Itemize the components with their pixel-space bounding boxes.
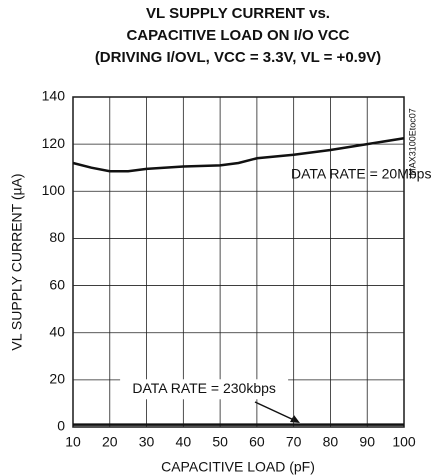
x-tick-label: 70	[286, 434, 302, 450]
y-tick-label: 40	[49, 323, 65, 339]
y-tick-label: 140	[42, 88, 66, 104]
x-tick-label: 80	[323, 434, 339, 450]
x-axis-label: CAPACITIVE LOAD (pF)	[161, 459, 315, 475]
x-tick-label: 30	[139, 434, 155, 450]
data-line	[72, 137, 405, 173]
y-tick-label: 100	[42, 182, 66, 198]
x-tick-label: 40	[176, 434, 192, 450]
chart-title: CAPACITIVE LOAD ON I/O VCC	[126, 27, 349, 44]
x-tick-label: 10	[65, 434, 81, 450]
y-tick-label: 60	[49, 276, 65, 292]
label-bg	[120, 379, 289, 400]
y-tick-label: 20	[49, 371, 65, 387]
arrow-head	[290, 415, 300, 423]
y-tick-label: 80	[49, 229, 65, 245]
y-axis-label: VL SUPPLY CURRENT (µA)	[9, 173, 25, 350]
series-label: DATA RATE = 20Mbps	[291, 165, 431, 181]
x-tick-label: 20	[102, 434, 118, 450]
chart-title: (DRIVING I/OVL, VCC = 3.3V, VL = +0.9V)	[95, 49, 381, 66]
arrow	[254, 401, 297, 422]
x-tick-label: 60	[249, 434, 265, 450]
chart-title: VL SUPPLY CURRENT vs.	[146, 5, 330, 22]
series-label: DATA RATE = 230kbps	[132, 380, 276, 396]
x-tick-label: 100	[392, 434, 416, 450]
x-tick-label: 50	[212, 434, 228, 450]
y-tick-label: 0	[57, 418, 65, 434]
watermark: MAX3100Etoc07	[407, 108, 417, 176]
x-tick-label: 90	[359, 434, 375, 450]
y-tick-label: 120	[42, 135, 66, 151]
